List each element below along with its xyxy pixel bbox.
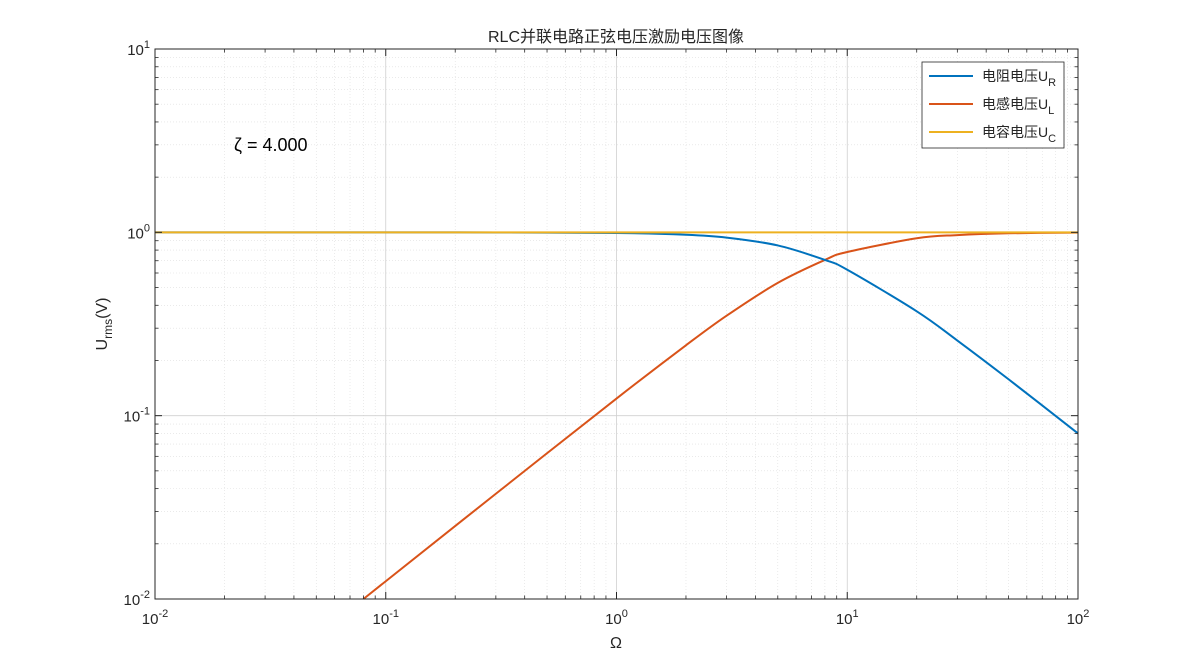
x-axis-label: Ω [610,635,622,652]
x-tick-label-base: 10 [1067,611,1084,628]
y-tick-label-exp: -2 [140,589,150,601]
legend-label-name: 电容电压U [982,124,1048,140]
x-tick-label: 10-2 [142,608,168,628]
legend-label-sub: C [1048,133,1056,145]
y-tick-label-base: 10 [124,592,141,609]
y-axis-label: Urms(V) [94,298,115,351]
x-tick-label: 100 [605,608,628,628]
legend-label-name: 电阻电压U [982,68,1048,84]
x-tick-label: 101 [836,608,859,628]
y-tick-label: 101 [127,39,150,59]
y-tick-label-exp: 1 [144,39,150,51]
chart-title: RLC并联电路正弦电压激励电压图像 [488,28,744,46]
x-tick-labels: 10-2 10-1 100 101 102 [142,608,1090,628]
legend-label-C: 电容电压UC [982,124,1056,145]
x-tick-label: 10-1 [373,608,399,628]
y-tick-label: 10-2 [124,589,150,609]
legend-label-sub: L [1048,105,1054,117]
y-axis-label-sub: rms [101,319,115,339]
series-line-L [362,231,1079,600]
y-tick-label-exp: -1 [140,406,150,418]
x-tick-label-exp: 0 [622,608,628,620]
y-axis-label-main: U [94,339,111,351]
series-layer [154,231,1079,600]
x-tick-label-base: 10 [142,611,159,628]
legend-label-L: 电感电压UL [982,96,1054,117]
x-tick-label-exp: -2 [158,608,168,620]
y-tick-label: 10-1 [124,406,150,426]
x-tick-label-base: 10 [836,611,853,628]
y-tick-label-exp: 0 [144,222,150,234]
x-tick-label-exp: 1 [853,608,859,620]
minor-grid [155,49,1078,599]
y-axis-label-suffix: (V) [94,298,111,319]
legend-label-R: 电阻电压UR [982,68,1056,89]
ticks [154,48,1079,600]
y-tick-label-base: 10 [124,409,141,426]
x-tick-label-exp: -1 [389,608,399,620]
x-tick-label-base: 10 [605,611,622,628]
x-tick-label-base: 10 [373,611,390,628]
zeta-annotation: ζ = 4.000 [234,135,308,155]
y-tick-label-base: 10 [127,225,144,242]
legend-label-name: 电感电压U [982,96,1048,112]
y-tick-label: 100 [127,222,150,242]
legend-label-sub: R [1048,77,1056,89]
y-tick-label-base: 10 [127,42,144,59]
x-tick-label: 102 [1067,608,1090,628]
x-tick-label-exp: 2 [1083,608,1089,620]
